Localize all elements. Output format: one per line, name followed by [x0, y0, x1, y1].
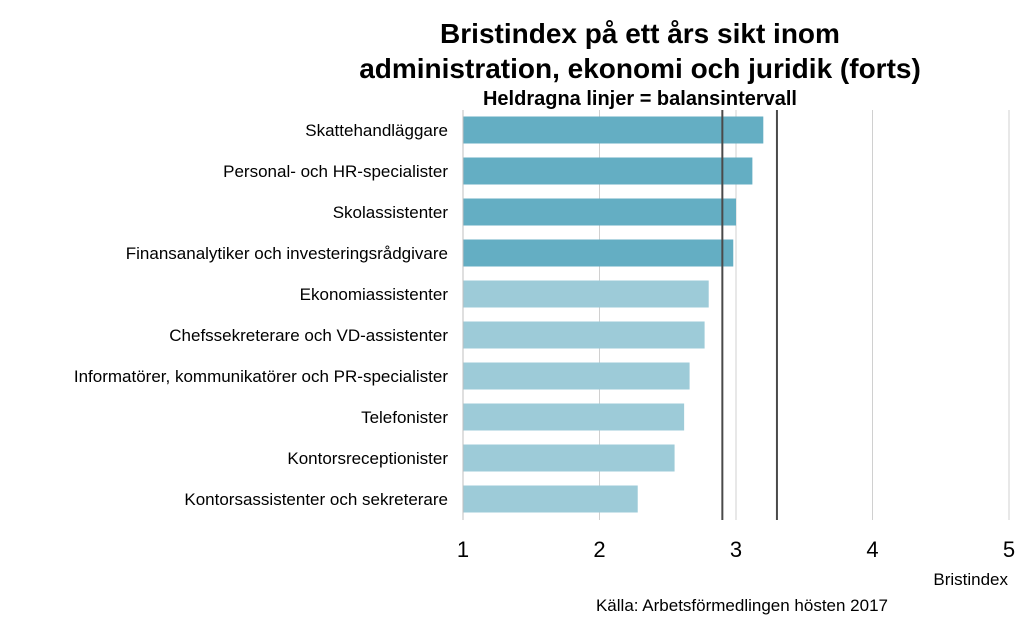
bar: [463, 403, 685, 431]
category-label: Finansanalytiker och investeringsrådgiva…: [126, 244, 448, 263]
balance-interval-layer: [721, 110, 778, 520]
bar: [463, 157, 753, 185]
x-tick-label: 2: [593, 537, 605, 562]
x-tick-label: 1: [457, 537, 469, 562]
bar: [463, 485, 638, 513]
source-note: Källa: Arbetsförmedlingen hösten 2017: [596, 596, 888, 615]
x-tick-labels: 1 2 3 4 5: [457, 537, 1015, 562]
chart-subtitle: Heldragna linjer = balansintervall: [483, 88, 797, 110]
category-label: Kontorsreceptionister: [287, 449, 448, 468]
category-label: Skolassistenter: [333, 203, 449, 222]
chart-title-line-2: administration, ekonomi och juridik (for…: [359, 53, 921, 84]
x-tick-label: 3: [730, 537, 742, 562]
bar: [463, 321, 705, 349]
bar: [463, 239, 734, 267]
bar: [463, 280, 709, 308]
category-label: Kontorsassistenter och sekreterare: [184, 490, 448, 509]
category-label: Informatörer, kommunikatörer och PR-spec…: [74, 367, 448, 386]
chart-title-line-1: Bristindex på ett års sikt inom: [440, 18, 840, 49]
x-tick-label: 5: [1003, 537, 1015, 562]
category-labels: Skattehandläggare Personal- och HR-specia…: [74, 121, 448, 509]
x-axis-label: Bristindex: [933, 570, 1008, 589]
category-label: Skattehandläggare: [305, 121, 448, 140]
x-tick-label: 4: [866, 537, 878, 562]
bar-layer: [463, 116, 764, 513]
category-label: Chefssekreterare och VD-assistenter: [169, 326, 448, 345]
bar: [463, 444, 675, 472]
category-label: Personal- och HR-specialister: [223, 162, 448, 181]
bar: [463, 198, 736, 226]
category-label: Ekonomiassistenter: [300, 285, 449, 304]
bar: [463, 116, 764, 144]
bar: [463, 362, 690, 390]
category-label: Telefonister: [361, 408, 448, 427]
